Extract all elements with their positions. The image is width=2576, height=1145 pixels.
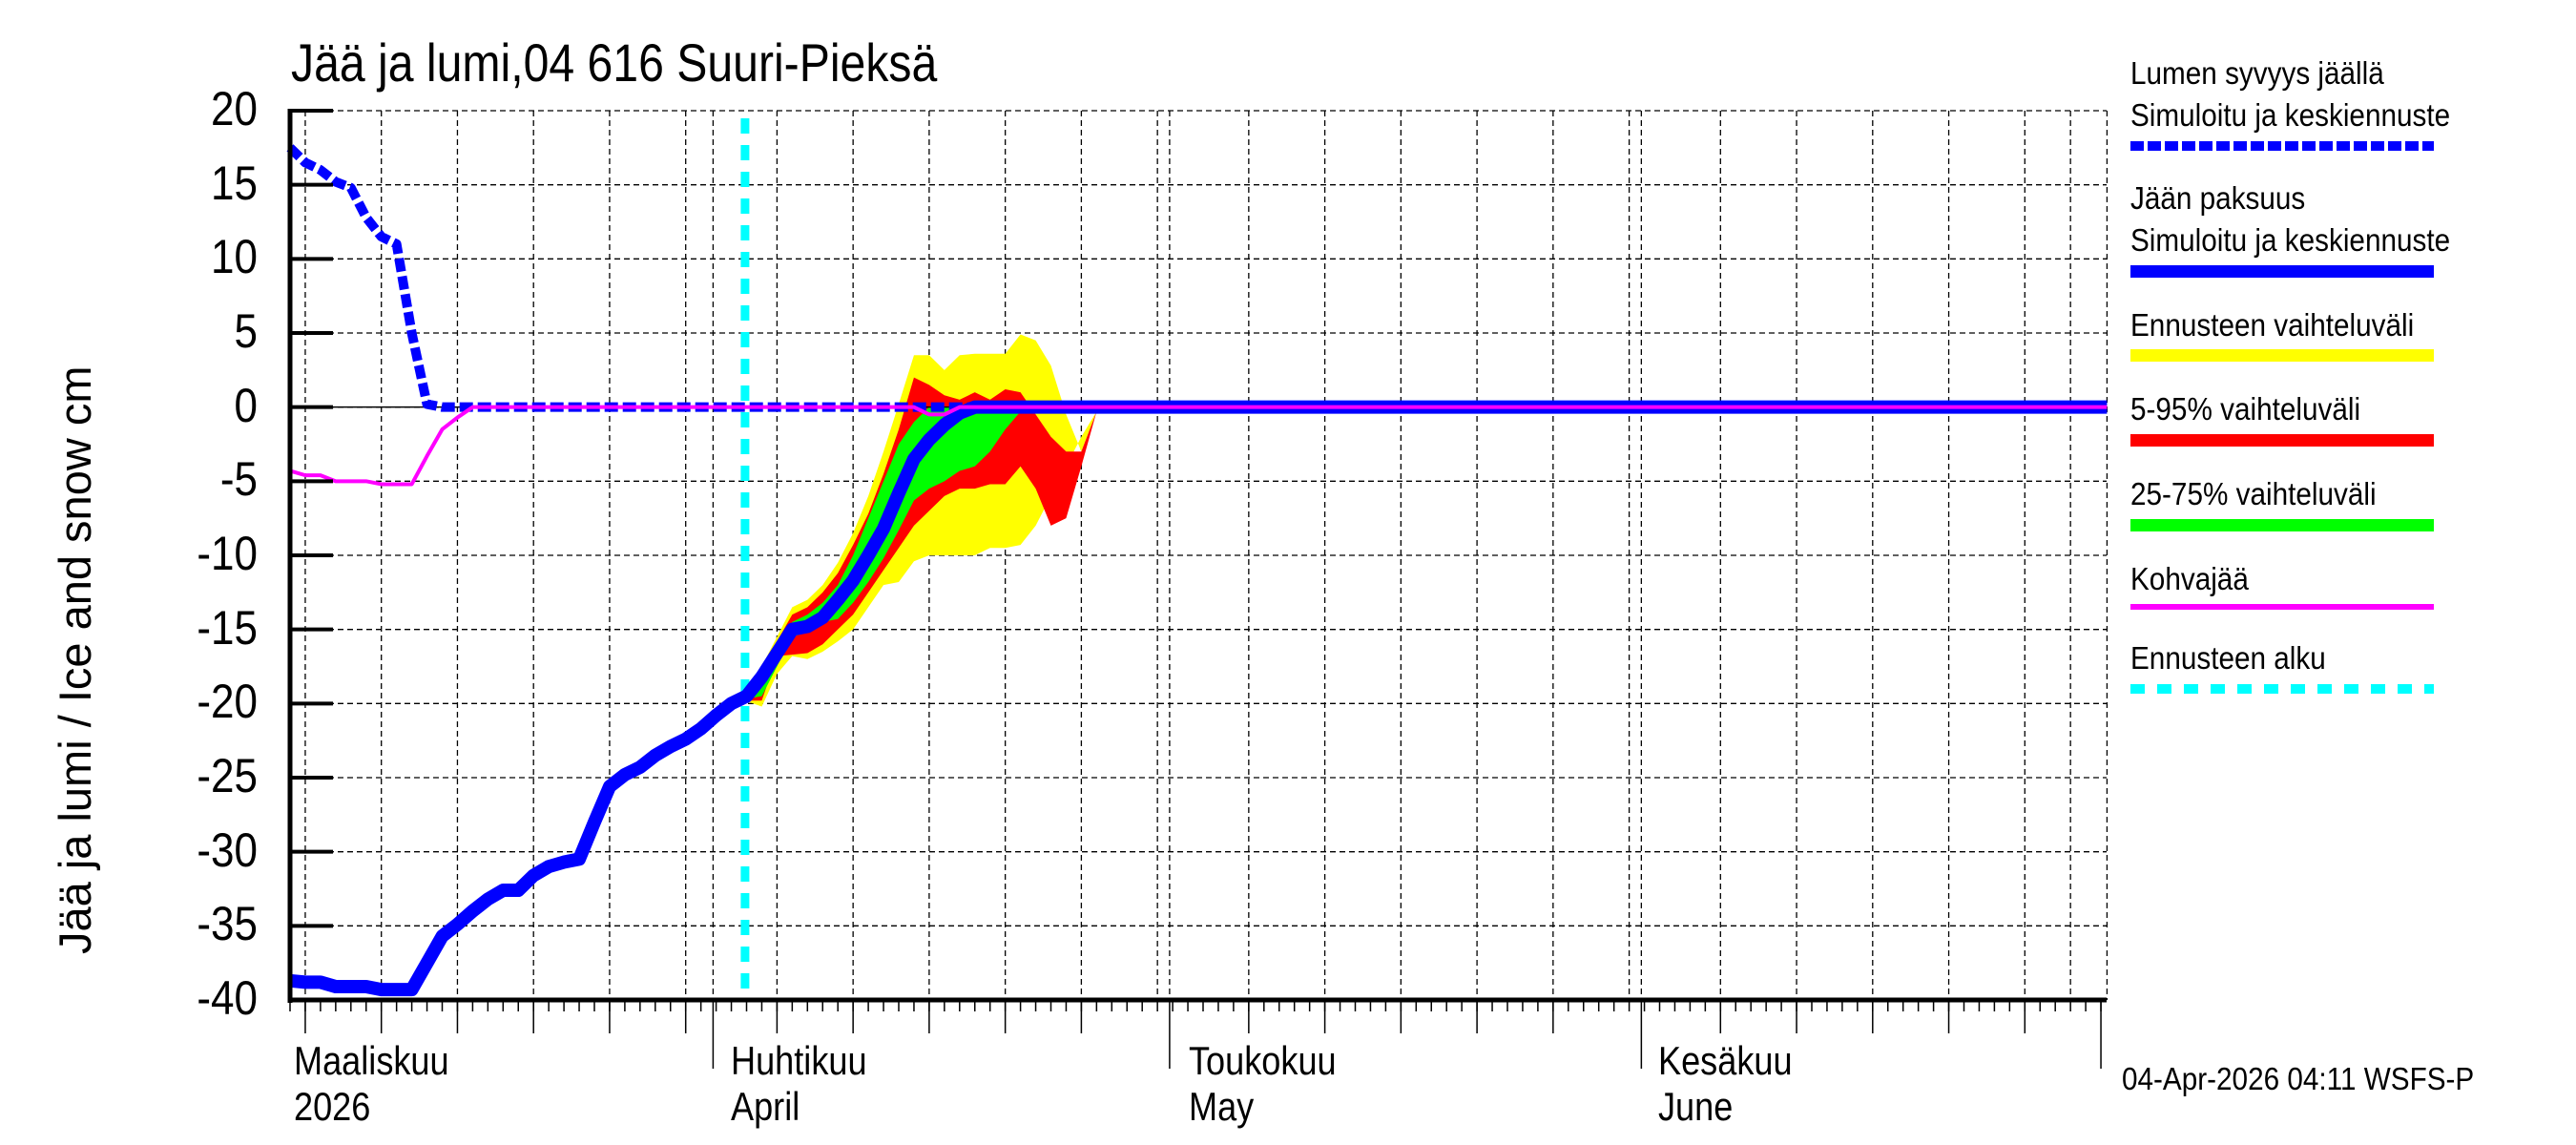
legend-item-kohvajaa: Kohvajää bbox=[2130, 558, 2569, 637]
magenta-line-icon bbox=[2130, 604, 2434, 610]
legend-label: Lumen syvyys jäällä bbox=[2130, 55, 2384, 91]
legend: Lumen syvyys jäällä Simuloitu ja keskien… bbox=[2130, 52, 2569, 720]
green-band-icon bbox=[2130, 519, 2434, 532]
y-axis-label: Jää ja lumi / Ice and snow cm bbox=[50, 365, 100, 955]
legend-item-forecast-range: Ennusteen vaihteluväli bbox=[2130, 304, 2569, 389]
red-band-icon bbox=[2130, 434, 2434, 448]
y-tick-label: 10 bbox=[211, 230, 258, 284]
solid-blue-line-icon bbox=[2130, 264, 2434, 278]
y-tick-label: -35 bbox=[197, 897, 258, 951]
y-tick-label: -5 bbox=[219, 452, 258, 507]
timestamp-footer: 04-Apr-2026 04:11 WSFS-P bbox=[2122, 1061, 2475, 1096]
y-tick-label: -25 bbox=[197, 749, 258, 802]
forecast-bands bbox=[744, 334, 1097, 707]
legend-item-25-75: 25-75% vaihteluväli bbox=[2130, 473, 2569, 558]
dotted-cyan-line-icon bbox=[2130, 683, 2434, 694]
legend-label: 5-95% vaihteluväli bbox=[2130, 391, 2361, 427]
legend-sublabel: Simuloitu ja keskiennuste bbox=[2130, 221, 2451, 258]
y-tick-label: 20 bbox=[211, 82, 258, 135]
data-series bbox=[286, 144, 2108, 997]
axes bbox=[287, 109, 2107, 1069]
dashed-blue-line-icon bbox=[2130, 140, 2434, 151]
x-month-label: Kesäkuu June bbox=[1658, 1038, 1793, 1129]
legend-item-snow-depth: Lumen syvyys jäällä Simuloitu ja keskien… bbox=[2130, 52, 2569, 177]
y-tick-label: 15 bbox=[211, 156, 258, 210]
legend-label: Ennusteen vaihteluväli bbox=[2130, 306, 2415, 343]
y-tick-label: -30 bbox=[197, 822, 258, 877]
legend-sublabel: Simuloitu ja keskiennuste bbox=[2130, 96, 2451, 133]
legend-item-ice-thickness: Jään paksuus Simuloitu ja keskiennuste bbox=[2130, 177, 2569, 304]
y-tick-label: -10 bbox=[197, 527, 258, 580]
x-month-label: Huhtikuu April bbox=[731, 1038, 867, 1129]
y-tick-label: 5 bbox=[234, 304, 258, 358]
x-month-label: Maaliskuu 2026 bbox=[294, 1038, 449, 1129]
legend-item-forecast-start: Ennusteen alku bbox=[2130, 637, 2569, 720]
legend-label: Kohvajää bbox=[2130, 561, 2249, 597]
legend-label: 25-75% vaihteluväli bbox=[2130, 476, 2377, 512]
y-tick-label: -40 bbox=[197, 971, 258, 1025]
y-tick-label: -20 bbox=[197, 675, 258, 729]
grid-lines bbox=[290, 110, 2109, 1001]
yellow-band-icon bbox=[2130, 349, 2434, 363]
legend-label: Ennusteen alku bbox=[2130, 640, 2326, 676]
legend-item-5-95: 5-95% vaihteluväli bbox=[2130, 388, 2569, 473]
chart-title: Jää ja lumi,04 616 Suuri-Pieksä bbox=[291, 32, 938, 93]
y-tick-label: 0 bbox=[234, 378, 258, 432]
y-tick-label: -15 bbox=[197, 600, 258, 655]
x-month-label: Toukokuu May bbox=[1189, 1038, 1337, 1129]
legend-label: Jään paksuus bbox=[2130, 179, 2306, 216]
